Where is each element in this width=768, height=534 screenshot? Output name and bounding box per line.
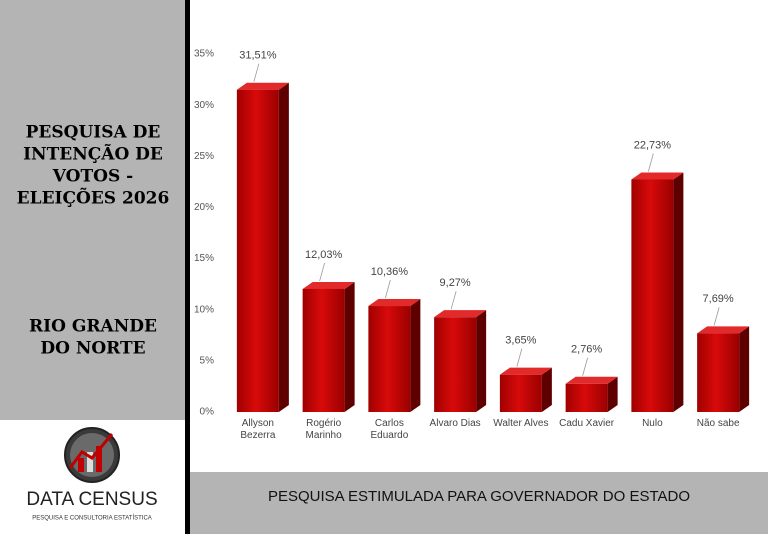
bar [631, 179, 674, 412]
bar [368, 306, 411, 412]
bar [565, 383, 608, 412]
leader-line [253, 63, 260, 82]
bar-top [565, 376, 618, 384]
x-tick-label: Allyson Bezerra [240, 418, 276, 441]
value-label: 7,69% [703, 293, 734, 305]
bar-side [673, 172, 684, 412]
bar-top [631, 172, 684, 180]
title-line: ELEIÇÕES 2026 [17, 187, 170, 209]
bar [499, 374, 542, 412]
divider [185, 0, 190, 534]
bar-side [344, 281, 355, 412]
x-tick-label: Rogério Marinho [305, 418, 342, 441]
value-label: 12,03% [305, 249, 343, 261]
bar-side [410, 299, 421, 412]
footer-caption: PESQUISA ESTIMULADA PARA GOVERNADOR DO E… [268, 488, 690, 505]
logo-icon [64, 427, 120, 483]
brand-tagline: PESQUISA E CONSULTORIA ESTATÍSTICA [32, 515, 152, 522]
bar-side [541, 367, 552, 412]
bar [697, 333, 740, 412]
x-tick-box: Rogério Marinho [305, 418, 342, 441]
region-line: DO NORTE [40, 339, 145, 359]
y-tick-label: 35% [194, 49, 214, 60]
y-tick-label: 25% [194, 151, 214, 162]
bar-top [499, 367, 552, 375]
y-tick-label: 0% [200, 407, 215, 418]
x-tick-label: Não sabe [696, 418, 740, 429]
sidebar [0, 0, 185, 420]
x-tick-box: Álvaro Dias [429, 418, 481, 429]
brand: DATA CENSUS [26, 489, 157, 510]
leader-line [582, 357, 589, 376]
bar-top [697, 326, 750, 334]
value-label: 10,36% [371, 266, 409, 278]
region-line: RIO GRANDE [29, 317, 157, 337]
x-tick-box: Nulo [642, 418, 663, 429]
bar-side [739, 326, 750, 412]
title-line: VOTOS - [52, 167, 133, 187]
leader-line [516, 348, 523, 367]
y-tick-label: 5% [200, 355, 215, 366]
leader-line [450, 291, 457, 310]
bar-top [368, 299, 421, 307]
value-label: 31,51% [239, 50, 277, 62]
y-tick-label: 10% [194, 304, 214, 315]
x-tick-box: Carlos Eduardo [370, 418, 409, 441]
bar [302, 288, 345, 412]
bar [236, 89, 279, 412]
leader-line [647, 153, 654, 172]
x-tick-label: Carlos Eduardo [370, 418, 409, 441]
leader-line [384, 279, 391, 299]
x-tick-label: Walter Alves [493, 418, 549, 429]
x-tick-label: Álvaro Dias [429, 418, 481, 429]
bar-side [607, 376, 618, 412]
leader-line [713, 307, 720, 326]
x-tick-label: Cadu Xavier [559, 418, 615, 429]
bar [434, 317, 477, 412]
x-tick-box: Cadu Xavier [559, 418, 615, 429]
x-tick-box: Não sabe [696, 418, 740, 429]
bar-top [302, 281, 355, 289]
title-line: PESQUISA DE [26, 123, 161, 143]
value-label: 22,73% [634, 139, 672, 151]
y-tick-label: 20% [194, 202, 214, 213]
value-label: 2,76% [571, 344, 602, 356]
bar-top [434, 310, 487, 318]
x-tick-label: Nulo [642, 418, 663, 429]
value-label: 9,27% [440, 277, 471, 289]
x-tick-box: Walter Alves [493, 418, 549, 429]
y-tick-label: 30% [194, 100, 214, 111]
bar-side [278, 82, 289, 412]
title-line: INTENÇÃO DE [23, 143, 163, 165]
bar-side [476, 310, 487, 412]
y-tick-label: 15% [194, 253, 214, 264]
value-label: 3,65% [505, 335, 536, 347]
footer-bar [190, 472, 768, 534]
x-tick-box: Allyson Bezerra [240, 418, 276, 441]
bar-top [236, 82, 289, 90]
leader-line [319, 262, 326, 282]
